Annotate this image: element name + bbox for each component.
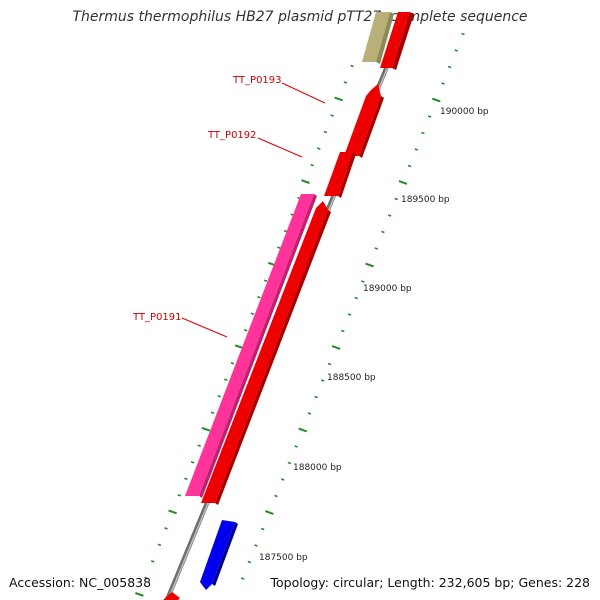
outer-track-tick xyxy=(398,180,408,185)
gene-olive-top[interactable] xyxy=(362,12,394,64)
inner-track-tick xyxy=(277,246,281,249)
inner-track-tick xyxy=(257,295,261,299)
outer-track-tick xyxy=(407,164,412,168)
inner-track-tick xyxy=(243,328,248,332)
bp-label-187500: 187500 bp xyxy=(259,553,308,563)
inner-track-tick xyxy=(201,426,211,432)
outer-track-tick xyxy=(414,148,419,151)
map-title: Thermus thermophilus HB27 plasmid pTT27,… xyxy=(72,9,528,25)
inner-track-tick xyxy=(250,312,255,315)
outer-track-tick xyxy=(294,445,298,448)
outer-tick-track xyxy=(240,32,465,580)
outer-track-tick xyxy=(461,32,465,36)
inner-track-tick xyxy=(190,461,195,464)
inner-track-tick xyxy=(217,395,221,398)
bp-label-189000: 189000 bp xyxy=(363,284,412,294)
inner-track-tick xyxy=(310,163,314,167)
outer-track-tick xyxy=(354,296,358,300)
outer-track-tick xyxy=(265,510,274,515)
gene-label-tt-p0192: TT_P0192 xyxy=(207,130,257,141)
outer-track-tick xyxy=(307,412,312,415)
gene-tt-p0192[interactable] xyxy=(324,152,356,198)
inner-track-tick xyxy=(263,279,268,282)
gene-label-tt-p0191: TT_P0191 xyxy=(132,312,182,323)
bp-label-188000: 188000 bp xyxy=(293,463,342,473)
outer-track-tick xyxy=(381,230,385,234)
inner-track-tick xyxy=(144,576,148,580)
gene-blue[interactable] xyxy=(200,520,238,590)
outer-track-tick xyxy=(298,427,308,433)
inner-track-tick xyxy=(301,179,310,184)
outer-track-tick xyxy=(327,362,332,366)
outer-track-tick xyxy=(247,560,252,564)
gene-red-long[interactable] xyxy=(201,201,331,505)
inner-track-tick xyxy=(184,477,188,481)
outer-track-tick xyxy=(280,478,285,481)
inner-track-tick xyxy=(150,560,155,563)
leader-line-tt-p0193 xyxy=(281,82,326,104)
outer-track-tick xyxy=(361,280,365,283)
outer-track-tick xyxy=(274,494,278,498)
outer-track-tick xyxy=(254,544,258,547)
inner-track-tick xyxy=(210,411,215,415)
gene-red-bottom[interactable] xyxy=(163,592,180,600)
outer-track-tick xyxy=(374,247,378,250)
outer-track-tick xyxy=(365,262,374,268)
gene-tt-p0193[interactable] xyxy=(344,84,384,158)
topology-text: Topology: circular; Length: 232,605 bp; … xyxy=(270,575,591,590)
outer-track-tick xyxy=(314,395,318,399)
inner-track-tick xyxy=(197,444,201,448)
outer-track-tick xyxy=(321,379,325,382)
outer-track-tick xyxy=(431,97,441,103)
outer-track-tick xyxy=(427,115,432,118)
gene-tt-p0191[interactable] xyxy=(185,194,317,498)
gene-red-top[interactable] xyxy=(380,12,414,70)
bp-label-188500: 188500 bp xyxy=(327,373,376,383)
outer-track-tick xyxy=(240,577,245,580)
inner-track-tick xyxy=(177,494,182,497)
inner-track-tick xyxy=(330,114,334,117)
leader-line-tt-p0191 xyxy=(181,317,228,338)
inner-track-tick xyxy=(168,509,177,515)
outer-track-tick xyxy=(387,214,392,217)
inner-track-tick xyxy=(234,344,244,350)
outer-track-tick xyxy=(331,345,341,350)
bp-label-189500: 189500 bp xyxy=(401,195,450,205)
inner-tick-track xyxy=(135,64,354,597)
inner-track-tick xyxy=(164,527,168,530)
leader-line-tt-p0192 xyxy=(257,137,303,158)
outer-track-tick xyxy=(347,313,352,316)
inner-track-tick xyxy=(334,96,344,102)
outer-track-tick xyxy=(394,197,398,201)
inner-track-tick xyxy=(343,81,348,84)
outer-track-tick xyxy=(287,461,292,465)
outer-track-tick xyxy=(454,49,459,52)
inner-track-tick xyxy=(135,592,144,597)
inner-track-tick xyxy=(350,64,354,68)
inner-track-tick xyxy=(157,543,162,547)
outer-track-tick xyxy=(341,329,345,333)
outer-track-tick xyxy=(260,527,265,531)
inner-track-tick xyxy=(224,378,228,382)
accession-text: Accession: NC_005838 xyxy=(9,575,152,590)
outer-track-tick xyxy=(441,82,445,85)
outer-track-tick xyxy=(447,65,452,69)
outer-track-tick xyxy=(421,131,425,135)
inner-track-tick xyxy=(230,361,235,365)
bp-label-190000: 190000 bp xyxy=(440,107,489,117)
inner-track-tick xyxy=(317,147,321,150)
inner-track-tick xyxy=(323,130,328,134)
gene-label-tt-p0193: TT_P0193 xyxy=(232,75,282,86)
